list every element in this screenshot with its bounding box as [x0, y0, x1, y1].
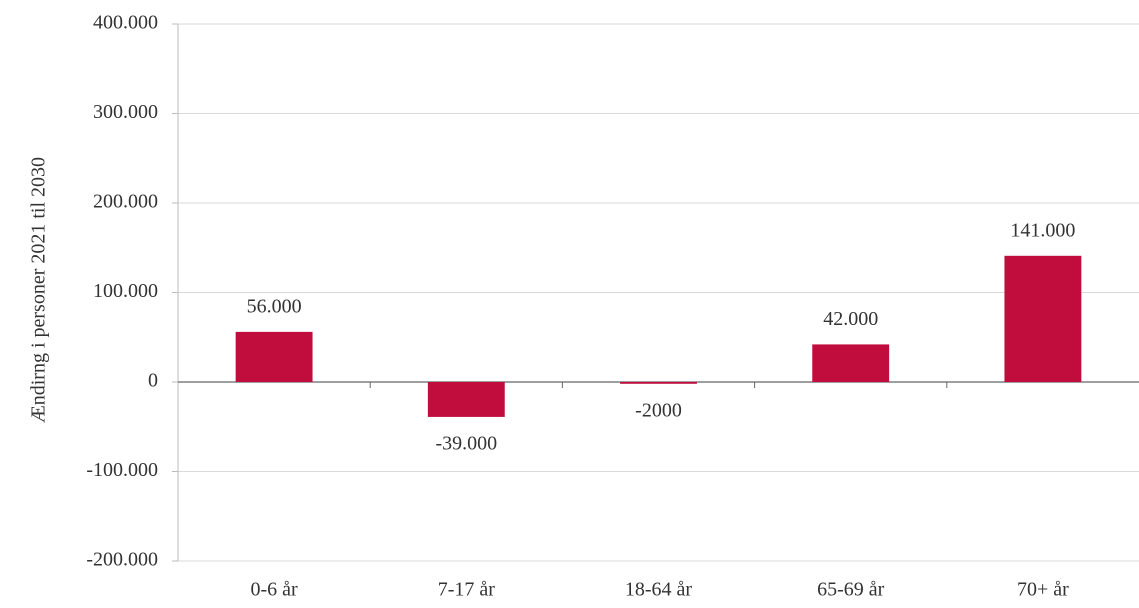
data-label: -39.000: [435, 432, 497, 454]
bar: [1004, 255, 1082, 382]
x-tick-label: 18-64 år: [625, 579, 693, 601]
y-axis-title: Ændirng i personer 2021 til 2030: [28, 157, 50, 423]
bar: [812, 344, 890, 382]
bar: [620, 382, 697, 384]
x-tick-label: 65-69 år: [817, 579, 885, 601]
data-label: 56.000: [247, 295, 302, 317]
y-tick-label: -100.000: [86, 459, 158, 481]
y-tick-label: -200.000: [86, 549, 158, 571]
x-tick-label: 7-17 år: [438, 579, 496, 601]
x-tick-label: 0-6 år: [250, 579, 298, 601]
y-tick-label: 200.000: [93, 191, 158, 213]
data-label: -2000: [635, 399, 682, 421]
y-tick-label: 0: [148, 370, 158, 392]
data-label: 141.000: [1010, 219, 1075, 241]
bar: [235, 331, 313, 382]
bar: [427, 382, 505, 417]
x-tick-label: 70+ år: [1017, 579, 1069, 601]
data-label: 42.000: [823, 308, 878, 330]
y-tick-label: 400.000: [93, 12, 158, 34]
y-tick-label: 100.000: [93, 280, 158, 302]
y-tick-label: 300.000: [93, 101, 158, 123]
